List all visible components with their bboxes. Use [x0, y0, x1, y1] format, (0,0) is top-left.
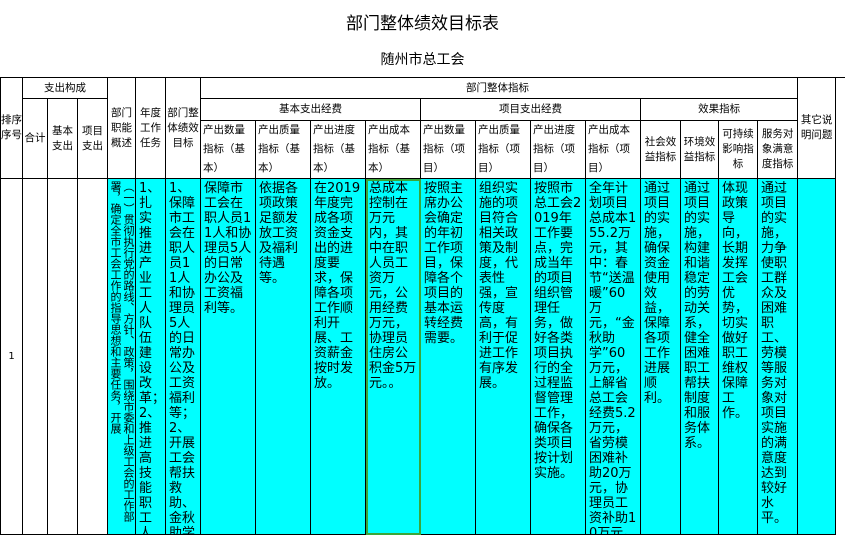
header-other[interactable]: 其它说明问题 — [797, 77, 837, 179]
cell-text: 全年计划项目总成本155.2万元，其中：春节“送温暖”60万元，“金秋助学”60… — [589, 181, 637, 534]
header-basic[interactable]: 基本支出 — [47, 98, 78, 179]
header-indicator[interactable]: 产出成本指标（基本） — [365, 120, 422, 179]
cell-indicator[interactable]: 组织实施的项目符合相关政策及制度，代表性强，宣传度高，有利于促进工作有序发展。 — [475, 178, 532, 535]
cell-indicator[interactable]: 依据各项政策足额发放工资及福利待遇等。 — [255, 178, 312, 535]
cell-indicator[interactable]: 全年计划项目总成本155.2万元，其中：春节“送温暖”60万元，“金秋助学”60… — [585, 178, 642, 535]
header-composition[interactable]: 支出构成 — [21, 77, 109, 99]
cell-text: 在2019年度完成各项资金支出的进度要求，保障各项工作顺利开展、工资薪金按时发放… — [314, 181, 361, 391]
cell-indicator[interactable]: 体现政策导向，长期发挥工会优势，切实做好职工维权保障工作。 — [718, 178, 759, 535]
header-indicator[interactable]: 产出质量指标（基本） — [255, 120, 312, 179]
header-indicator[interactable]: 社会效益指标 — [640, 120, 682, 179]
cell-indicator[interactable]: 在2019年度完成各项资金支出的进度要求，保障各项工作顺利开展、工资薪金按时发放… — [310, 178, 367, 535]
cell-indicator[interactable]: 按照市总工会2019年工作要点，完成当年的项目组织管理任务，做好各类项目执行的全… — [530, 178, 587, 535]
header-indicator[interactable]: 可持续影响指标 — [718, 120, 759, 179]
sheet-grid-edge — [835, 77, 845, 544]
header-project-funds[interactable]: 项目支出经费 — [420, 98, 642, 121]
overall-goal-text: 1、保障市工会在职人员11人和协理员5人的日常办公及工资福利等；2、开展工会帮扶… — [169, 181, 196, 534]
cell-function[interactable]: （一）贯彻执行党的路线、方针、政策，围绕市委和上级工会的工作部署，确定全市工会工… — [107, 178, 137, 535]
cell-text: 按照主席办公会确定的年初工作项目，保障各个项目的基本运转经费需要。 — [424, 181, 464, 346]
cell-other[interactable] — [797, 178, 837, 535]
cell-indicator[interactable]: 保障市工会在职人员11人和协理员5人的日常办公及工资福利等。 — [200, 178, 257, 535]
cell-basic[interactable] — [47, 178, 78, 535]
header-indicator[interactable]: 产出成本指标（项目） — [585, 120, 642, 179]
cell-indicator-selected[interactable]: 总成本控制在万元内，其中在职人员工资万元，公用经费万元，协理员住房公积金5万元。… — [365, 178, 422, 535]
cell-indicator[interactable]: 通过项目的实施，构建和谐稳定的劳动关系，健全困难职工帮扶制度和服务体系。 — [680, 178, 720, 535]
cell-text: 体现政策导向，长期发挥工会优势，切实做好职工维权保障工作。 — [722, 181, 749, 421]
header-indicator[interactable]: 产出数量指标（项目） — [420, 120, 477, 179]
cell-overall-goal[interactable]: 1、保障市工会在职人员11人和协理员5人的日常办公及工资福利等；2、开展工会帮扶… — [165, 178, 202, 535]
annual-tasks-text: 1、扎实推进产业工人队伍建设改革；2、推进高技能职工人才队伍建设；3、大力弘扬劳… — [139, 181, 164, 534]
page-subtitle: 随州市总工会 — [380, 52, 465, 68]
header-annual-tasks[interactable]: 年度工作任务 — [135, 77, 167, 179]
cell-text: 按照市总工会2019年工作要点，完成当年的项目组织管理任务，做好各类项目执行的全… — [534, 181, 582, 481]
cell-seq[interactable]: 1 — [0, 178, 23, 535]
header-indicator[interactable]: 产出进度指标（基本） — [310, 120, 367, 179]
cell-text: 通过项目的实施，构建和谐稳定的劳动关系，健全困难职工帮扶制度和服务体系。 — [684, 181, 711, 451]
cell-project[interactable] — [76, 178, 109, 535]
header-function[interactable]: 部门职能概述 — [107, 77, 137, 179]
cell-text — [801, 181, 833, 534]
header-indicator[interactable]: 产出数量指标（基本） — [200, 120, 257, 179]
performance-table: 排序序号 支出构成 部门职能概述 年度工作任务 部门整体绩效目标 部门整体指标 … — [0, 77, 837, 535]
cell-indicator[interactable]: 按照主席办公会确定的年初工作项目，保障各个项目的基本运转经费需要。 — [420, 178, 477, 535]
header-indicator[interactable]: 产出进度指标（项目） — [530, 120, 587, 179]
page-title: 部门整体绩效目标表 — [346, 14, 499, 34]
cell-total[interactable] — [22, 178, 48, 535]
cell-text: 通过项目的实施，力争使职工群众及困难职工、劳模等服务对象对项目实施的满意度达到较… — [761, 181, 788, 526]
cell-text: 组织实施的项目符合相关政策及制度，代表性强，宣传度高，有利于促进工作有序发展。 — [479, 181, 519, 391]
header-basic-funds[interactable]: 基本支出经费 — [200, 98, 422, 121]
header-overall-goal[interactable]: 部门整体绩效目标 — [165, 77, 202, 179]
header-overall-indicators[interactable]: 部门整体指标 — [200, 77, 799, 99]
cell-text: 保障市工会在职人员11人和协理员5人的日常办公及工资福利等。 — [204, 181, 252, 316]
cell-indicator[interactable]: 通过项目的实施，力争使职工群众及困难职工、劳模等服务对象对项目实施的满意度达到较… — [757, 178, 799, 535]
cell-text: 总成本控制在万元内，其中在职人员工资万元，公用经费万元，协理员住房公积金5万元。… — [369, 181, 417, 391]
header-effect[interactable]: 效果指标 — [640, 98, 799, 121]
header-indicator[interactable]: 环境效益指标 — [680, 120, 720, 179]
header-total[interactable]: 合计 — [22, 98, 48, 179]
cell-text: 通过项目的实施，确保资金使用效益，保障各项工作进展顺利。 — [644, 181, 671, 406]
header-seq[interactable]: 排序序号 — [0, 77, 23, 179]
cell-annual-tasks[interactable]: 1、扎实推进产业工人队伍建设改革；2、推进高技能职工人才队伍建设；3、大力弘扬劳… — [135, 178, 167, 535]
function-text: （一）贯彻执行党的路线、方针、政策，围绕市委和上级工会的工作部署，确定全市工会工… — [109, 181, 136, 522]
header-project[interactable]: 项目支出 — [76, 98, 109, 179]
table-row: 1 （一）贯彻执行党的路线、方针、政策，围绕市委和上级工会的工作部署，确定全市工… — [0, 178, 837, 535]
cell-text: 依据各项政策足额发放工资及福利待遇等。 — [259, 181, 299, 286]
cell-indicator[interactable]: 通过项目的实施，确保资金使用效益，保障各项工作进展顺利。 — [640, 178, 682, 535]
header-indicator[interactable]: 服务对象满意度指标 — [757, 120, 799, 179]
header-indicator[interactable]: 产出质量指标（项目） — [475, 120, 532, 179]
